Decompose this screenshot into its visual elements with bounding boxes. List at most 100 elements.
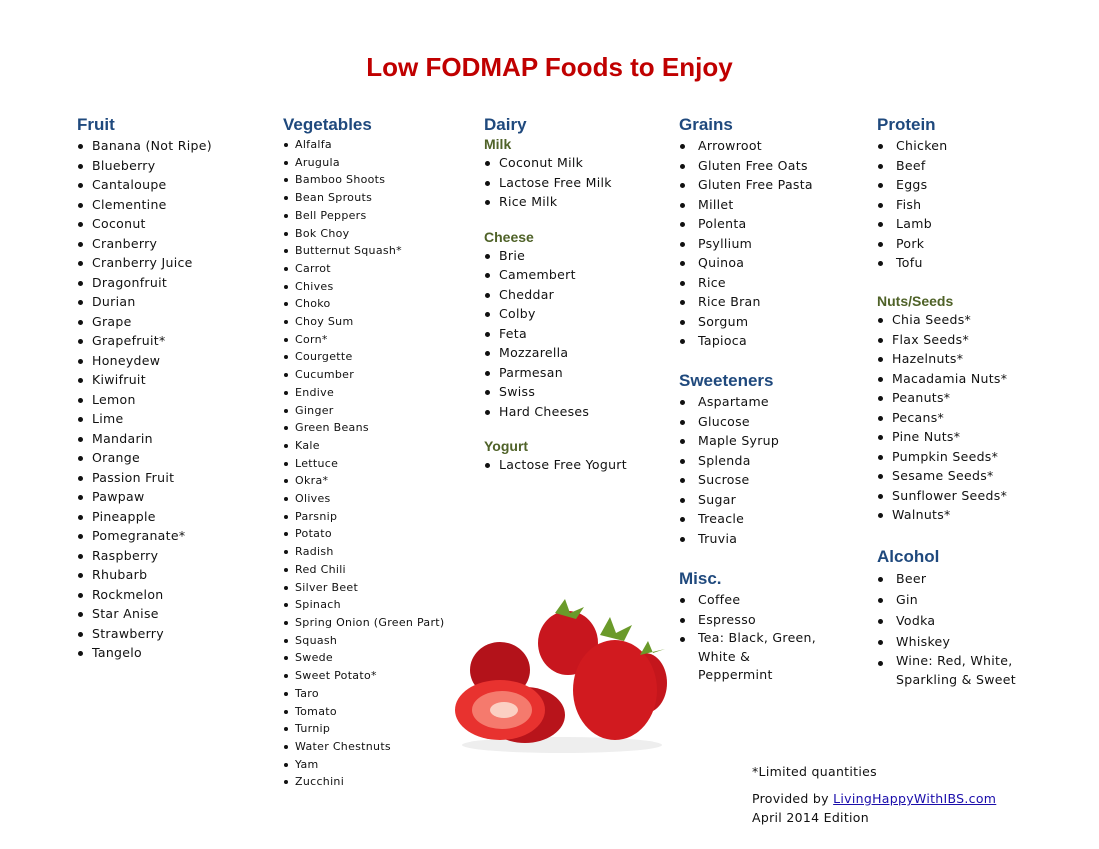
list-item: Rhubarb: [77, 565, 267, 585]
list-item: Choko: [283, 295, 473, 313]
cheese-heading: Cheese: [484, 228, 534, 245]
fruit-list: Banana (Not Ripe) Blueberry Cantaloupe Clem…: [77, 136, 267, 663]
milk-list: Coconut Milk Lactose Free Milk Rice Milk: [484, 153, 669, 212]
list-item: Chives: [283, 278, 473, 296]
dairy-section: Dairy Milk Coconut Milk Lactose Free Milk…: [484, 115, 669, 475]
list-item: Espresso: [679, 610, 819, 630]
list-item: Tomato: [283, 703, 473, 721]
list-item: Arrowroot: [679, 136, 869, 156]
list-item: Splenda: [679, 451, 869, 471]
grains-list: Arrowroot Gluten Free Oats Gluten Free Pas…: [679, 136, 869, 351]
list-item: Lamb: [877, 214, 1077, 234]
list-item: Sweet Potato*: [283, 667, 473, 685]
list-item: Hard Cheeses: [484, 402, 669, 422]
cheese-list: Brie Camembert Cheddar Colby Feta Mozzarella P…: [484, 246, 669, 422]
list-item: Pineapple: [77, 507, 267, 527]
list-item: Whiskey: [877, 631, 1017, 652]
list-item: Gluten Free Oats: [679, 156, 869, 176]
list-item: Pomegranate*: [77, 526, 267, 546]
strawberries-image: [455, 599, 667, 753]
sweeteners-section: Sweeteners Aspartame Glucose Maple Syrup Sp…: [679, 371, 869, 548]
protein-section: Protein Chicken Beef Eggs Fish Lamb Pork Tofu: [877, 115, 1077, 273]
list-item: Treacle: [679, 509, 869, 529]
grains-section: Grains Arrowroot Gluten Free Oats Gluten F…: [679, 115, 869, 351]
list-item: Coconut: [77, 214, 267, 234]
list-item: Alfalfa: [283, 136, 473, 154]
misc-list: Coffee Espresso Tea: Black, Green, White &…: [679, 590, 819, 685]
edition: April 2014 Edition: [752, 810, 869, 825]
list-item: Cranberry Juice: [77, 253, 267, 273]
list-item: Potato: [283, 525, 473, 543]
list-item: Green Beans: [283, 419, 473, 437]
list-item: Coffee: [679, 590, 819, 610]
list-item: Hazelnuts*: [877, 349, 1077, 369]
list-item: Yam: [283, 756, 473, 774]
list-item: Brie: [484, 246, 669, 266]
list-item: Taro: [283, 685, 473, 703]
yogurt-list: Lactose Free Yogurt: [484, 455, 669, 475]
list-item: Mozzarella: [484, 343, 669, 363]
list-item: Clementine: [77, 195, 267, 215]
list-item: Choy Sum: [283, 313, 473, 331]
fruit-heading: Fruit: [77, 115, 115, 134]
list-item: Arugula: [283, 154, 473, 172]
list-item: Tangelo: [77, 643, 267, 663]
provided-by-label: Provided by: [752, 791, 834, 806]
milk-heading: Milk: [484, 136, 512, 152]
list-item: Chia Seeds*: [877, 310, 1077, 330]
list-item: Butternut Squash*: [283, 242, 473, 260]
list-item: Rice Milk: [484, 192, 669, 212]
list-item: Sesame Seeds*: [877, 466, 1077, 486]
nuts-seeds-heading: Nuts/Seeds: [877, 293, 954, 309]
list-item: Aspartame: [679, 392, 869, 412]
list-item: Raspberry: [77, 546, 267, 566]
list-item: Flax Seeds*: [877, 330, 1077, 350]
list-item: Ginger: [283, 402, 473, 420]
list-item: Walnuts*: [877, 505, 1077, 525]
list-item: Peanuts*: [877, 388, 1077, 408]
list-item: Glucose: [679, 412, 869, 432]
list-item: Kale: [283, 437, 473, 455]
website-link[interactable]: LivingHappyWithIBS.com: [833, 791, 997, 806]
list-item: Mandarin: [77, 429, 267, 449]
protein-list: Chicken Beef Eggs Fish Lamb Pork Tofu: [877, 136, 1077, 273]
sweeteners-list: Aspartame Glucose Maple Syrup Splenda Sucros…: [679, 392, 869, 548]
list-item: Truvia: [679, 529, 869, 549]
list-item: Swede: [283, 649, 473, 667]
list-item: Silver Beet: [283, 579, 473, 597]
list-item: Durian: [77, 292, 267, 312]
list-item: Pork: [877, 234, 1077, 254]
vegetables-section: Vegetables Alfalfa Arugula Bamboo Shoots Be…: [283, 115, 473, 791]
limited-quantities-note: *Limited quantities: [752, 764, 877, 779]
list-item: Macadamia Nuts*: [877, 369, 1077, 389]
list-item: Kiwifruit: [77, 370, 267, 390]
list-item: Pawpaw: [77, 487, 267, 507]
list-item: Swiss: [484, 382, 669, 402]
list-item: Red Chili: [283, 561, 473, 579]
nuts-seeds-list: Chia Seeds* Flax Seeds* Hazelnuts* Macadami…: [877, 310, 1077, 525]
list-item: Psyllium: [679, 234, 869, 254]
list-item: Bok Choy: [283, 225, 473, 243]
list-item: Camembert: [484, 265, 669, 285]
list-item: Sorgum: [679, 312, 869, 332]
list-item: Spring Onion (Green Part): [283, 614, 473, 632]
alcohol-heading: Alcohol: [877, 547, 940, 566]
vegetables-heading: Vegetables: [283, 115, 372, 134]
list-item: Bell Peppers: [283, 207, 473, 225]
list-item: Blueberry: [77, 156, 267, 176]
list-item: Wine: Red, White, Sparkling & Sweet: [877, 652, 1017, 689]
list-item: Sucrose: [679, 470, 869, 490]
list-item: Courgette: [283, 348, 473, 366]
list-item: Pine Nuts*: [877, 427, 1077, 447]
list-item: Fish: [877, 195, 1077, 215]
list-item: Parsnip: [283, 508, 473, 526]
list-item: Gin: [877, 589, 1017, 610]
list-item: Water Chestnuts: [283, 738, 473, 756]
list-item: Sugar: [679, 490, 869, 510]
list-item: Star Anise: [77, 604, 267, 624]
list-item: Eggs: [877, 175, 1077, 195]
sweeteners-heading: Sweeteners: [679, 371, 774, 390]
protein-heading: Protein: [877, 115, 936, 134]
list-item: Rockmelon: [77, 585, 267, 605]
